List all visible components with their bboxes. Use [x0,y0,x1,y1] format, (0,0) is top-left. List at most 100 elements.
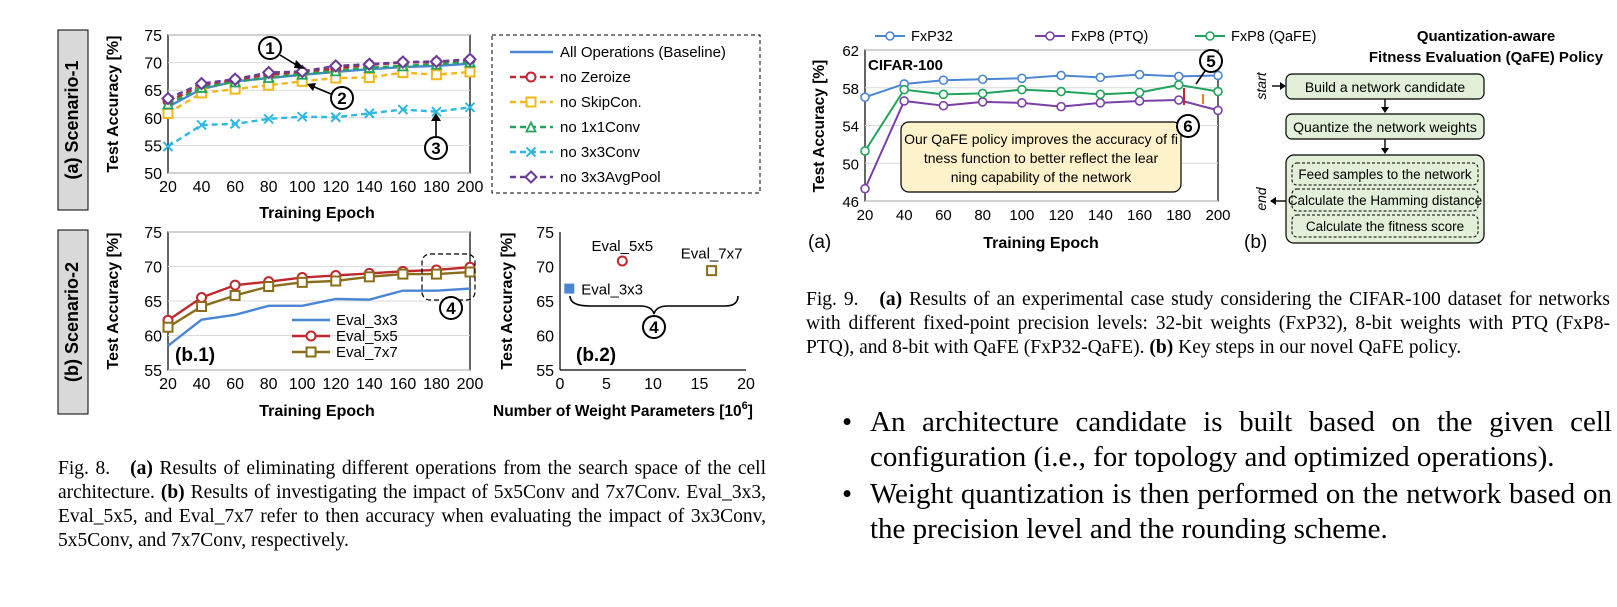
legend-marker [305,346,317,358]
series-4-point [297,111,308,122]
x-tick-label: 100 [289,376,316,393]
x-tick-label: 0 [556,376,565,393]
x-tick-label: 160 [1127,207,1152,224]
legend-entry-0: All Operations (Baseline) [560,44,726,61]
series-5-point [194,76,209,91]
svg-text:(b) Scenario-2: (b) Scenario-2 [62,262,82,382]
flow-substep-2: Calculate the Hamming distance [1288,193,1482,208]
b1-series-2-point [229,289,241,301]
fig9-series-1-point [1213,105,1223,116]
annotation-2: 2 [337,89,346,108]
x-tick-label: 20 [159,376,177,393]
fig9-series-2-point [1017,84,1027,95]
fig9-series-0-point [1213,70,1223,81]
chart-fig9a: 46 50 54 58 62 20 40 60 80 100 120 140 160 180 200 FxP3… [808,29,1316,253]
arrow-head [307,83,316,91]
fig9-series-2-line [864,83,1219,152]
b1-series-2-point [430,268,442,280]
x-tick-label: 40 [896,207,913,224]
fig9-series-2-point [1134,87,1145,98]
point-label: Eval_5x5 [591,238,653,255]
y-tick-label: 55 [536,363,554,380]
series-2-point [430,69,442,81]
fig9-series-0-line [864,73,1219,99]
x-tick-label: 120 [1049,207,1074,224]
series-4-point [330,112,341,123]
fig9-series-2-point [977,88,988,99]
x-axis-label: Training Epoch [259,205,375,222]
bullet-item-1: An architecture candidate is built based… [842,405,1612,475]
fig9-series-2-point [938,89,949,100]
chart-scenario-1: 50 55 60 65 70 75 20 40 60 80 100 120 140 160 180 200 Tr… [105,28,483,222]
x-tick-label: 180 [1166,207,1191,224]
x-axis-label: Training Epoch [983,235,1099,252]
legend-entry-5: no 3x3AvgPool [560,169,661,186]
y-tick-label: 65 [144,294,162,311]
arrow-head [1280,82,1286,90]
legend-scenario-1: All Operations (Baseline) no Zeroize no Sk… [491,34,761,194]
x-stroke [297,111,308,122]
y-tick-label: 46 [842,194,859,211]
arrow-head [294,60,305,69]
fig9-series-1-point [1056,101,1066,112]
series-1-line [167,58,471,103]
series-2-point [162,107,174,119]
legend-entry-3: no 1x1Conv [560,119,641,136]
y-tick-label: 60 [144,329,162,346]
x-stroke [431,106,442,117]
panel-label: (b) [1244,232,1267,253]
point-label: Eval_3x3 [581,282,643,299]
b1-series-0-line [167,287,471,347]
b1-series-2-point [330,275,342,287]
x-stroke [364,108,375,119]
fig9-series-0-point [1056,70,1066,81]
x-tick-label: 40 [193,376,211,393]
x-tick-label: 160 [390,179,417,196]
x-axis-label-end: ] [748,403,753,420]
flow-title: Fitness Evaluation (QaFE) Policy [1369,49,1604,66]
panel-label: (b.2) [576,345,616,366]
legend-entry-2: FxP8 (QaFE) [1231,29,1316,45]
x-tick-label: 180 [423,179,450,196]
flow-substep-box-1 [1291,162,1479,186]
series-2-line [167,70,471,115]
fig9-series-1-point [899,96,910,106]
legend-entry-0: Eval_3x3 [336,312,398,329]
note-line: Our QaFE policy improves the accuracy of… [904,131,1178,147]
y-tick-label: 60 [536,329,554,346]
fig9-series-0-point [938,75,949,85]
annotation-3: 3 [431,139,440,158]
x-stroke [162,141,174,152]
y-tick-label: 70 [144,56,162,73]
fig9-series-0-point [1017,73,1027,84]
series-5-point [328,58,343,73]
note-line: tness function to better reflect the lea… [924,150,1159,166]
x-stroke [263,113,274,125]
brace [569,295,739,315]
legend-marker [1205,31,1215,41]
y-tick-label: 55 [144,138,162,155]
annotation-4-circle [439,296,463,320]
series-4-point [263,113,274,125]
series-2-point [464,66,476,78]
annotation-5-circle [1199,49,1223,73]
flow-substep-box-3 [1291,214,1479,238]
x-tick-label: 20 [159,179,177,196]
start-label: start [1253,71,1269,99]
fig9-series-0-point [1134,69,1145,80]
svg-text:(a) Scenario-1: (a) Scenario-1 [62,60,82,179]
y-axis-label: Test Accuracy [%] [811,60,828,193]
b1-series-2-line [167,270,471,329]
x-axis-label: Number of Weight Parameters [106] [493,400,753,420]
scatter-point-0 [564,283,575,294]
chart-title: CIFAR-100 [868,57,943,74]
fig9-series-1-point [938,100,949,111]
x-tick-label: 140 [356,179,383,196]
fig9-series-2-point [1173,80,1184,90]
plot-frame [167,34,471,174]
fig9-series-2-point [860,146,870,156]
qafe-flowchart: Quantization-aware Fitness Evaluation (Qa… [1244,28,1604,253]
bullet-list: An architecture candidate is built based… [842,405,1612,549]
x-tick-label: 10 [644,376,662,393]
x-tick-label: 5 [602,376,611,393]
